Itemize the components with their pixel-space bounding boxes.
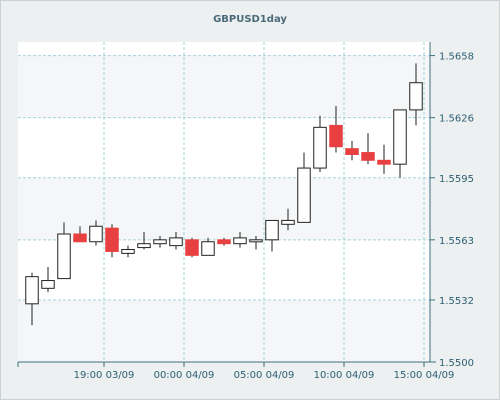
plot-area: 1.5500 1.5532 1.5563 1.5595 1.5626 1.5658 19:0…: [17, 42, 474, 381]
y-tick-label: 1.5532: [439, 296, 474, 307]
x-tick-label: 15:00 04/09: [394, 370, 455, 381]
y-tick-label: 1.5595: [439, 174, 474, 185]
candle-bearish: [329, 124, 343, 148]
candle-bullish: [297, 167, 311, 223]
candle-bullish: [153, 239, 167, 245]
candle-bullish: [57, 233, 71, 280]
candle-bullish: [201, 241, 215, 256]
candle-bullish: [25, 276, 39, 305]
candle-bearish: [361, 152, 375, 161]
candle-bearish: [105, 227, 119, 252]
x-tick-label: 10:00 04/09: [314, 370, 375, 381]
candle-bearish: [377, 159, 391, 165]
candle-bullish: [137, 243, 151, 249]
y-tick-label: 1.5563: [439, 236, 474, 247]
x-tick-label: 05:00 04/09: [234, 370, 295, 381]
candle-bullish: [313, 126, 327, 169]
chart-title: GBPUSD1day: [213, 14, 287, 25]
plot-band: [18, 55, 430, 118]
candle-bearish: [185, 239, 199, 256]
candle-bullish: [265, 219, 279, 241]
y-tick-label: 1.5626: [439, 114, 474, 125]
plot-band: [18, 299, 430, 362]
candle-bullish: [393, 109, 407, 165]
x-tick-label: 00:00 04/09: [154, 370, 215, 381]
candle-bullish: [249, 239, 263, 243]
candle-bullish: [41, 280, 55, 289]
candle-bearish: [217, 239, 231, 245]
plot-band: [18, 177, 430, 240]
candle-bearish: [345, 148, 359, 155]
candle-bullish: [89, 225, 103, 243]
candle-bullish: [409, 82, 423, 111]
candle-bearish: [73, 233, 87, 243]
y-tick-label: 1.5658: [439, 52, 474, 63]
x-tick-label: 19:00 03/09: [74, 370, 135, 381]
candle-bullish: [169, 237, 183, 247]
candle-bullish: [121, 249, 135, 254]
candle-bullish: [281, 219, 295, 225]
y-tick-label: 1.5500: [439, 358, 474, 369]
candle-bullish: [233, 237, 247, 245]
